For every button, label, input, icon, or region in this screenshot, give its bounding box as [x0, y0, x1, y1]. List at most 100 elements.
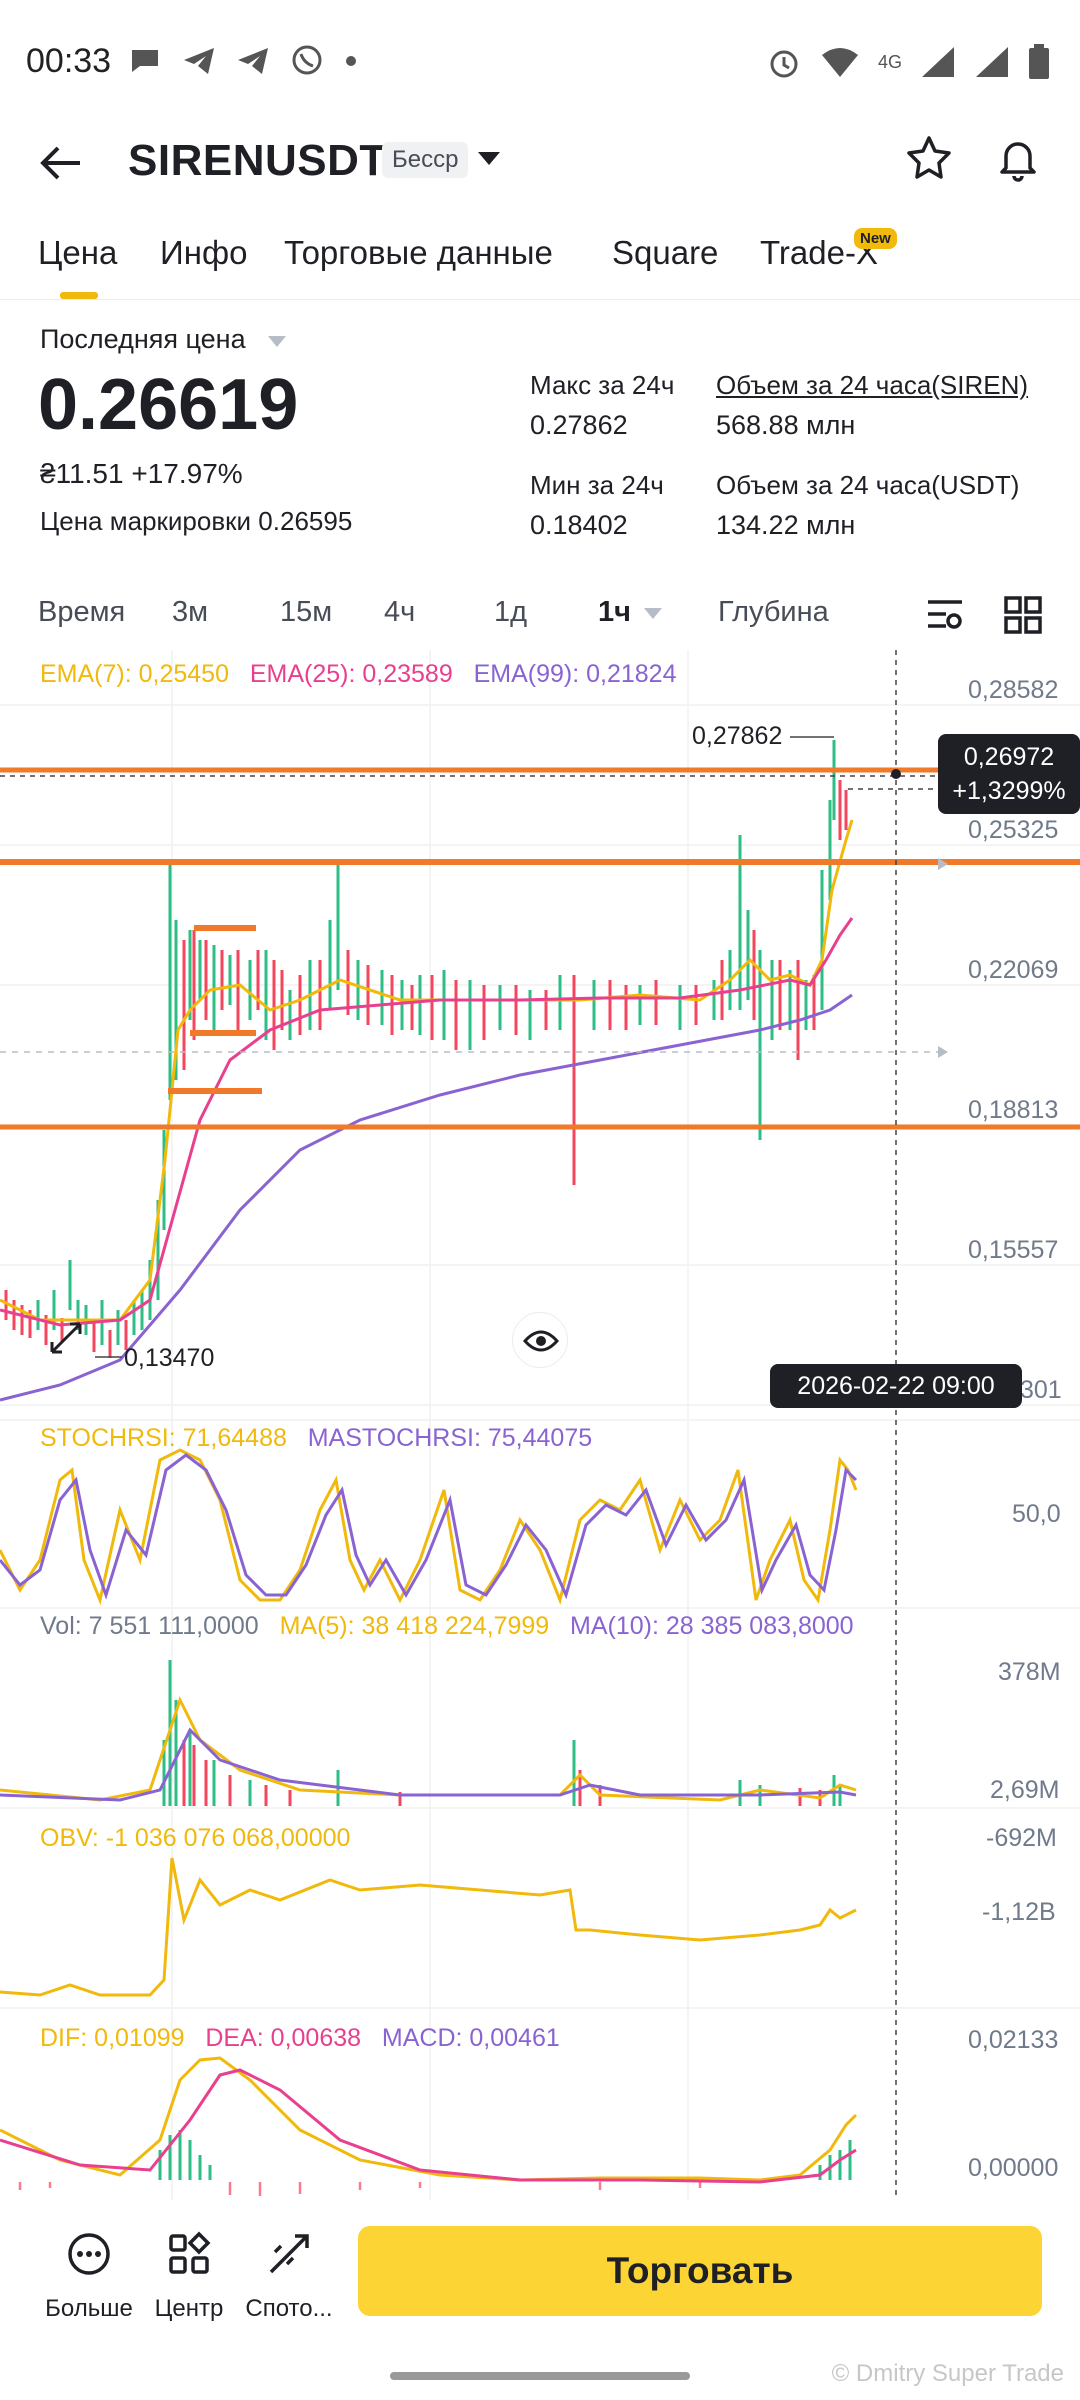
vol-label: Vol: 7 551 111,0000	[40, 1612, 259, 1640]
price-tick: 0,28582	[968, 676, 1059, 704]
mark-price-value: 0.26595	[258, 506, 353, 536]
stoch-legend: STOCHRSI: 71,64488 MASTOCHRSI: 75,44075	[40, 1424, 592, 1453]
signal-icon	[922, 47, 954, 77]
kline-chart[interactable]	[0, 650, 1080, 2200]
spot-button[interactable]: Спото...	[234, 2230, 344, 2323]
interval-caret-icon[interactable]	[644, 608, 662, 619]
drawn-levels[interactable]	[0, 767, 1080, 1130]
macd-legend: DIF: 0,01099 DEA: 0,00638 MACD: 0,00461	[40, 2024, 560, 2053]
tab-square[interactable]: Square	[612, 234, 719, 271]
stochrsi-panel	[0, 1448, 858, 1606]
ema7-label: EMA(7): 0,25450	[40, 660, 229, 688]
back-arrow-icon[interactable]	[36, 138, 86, 188]
vol-tick: 378M	[998, 1658, 1061, 1686]
trade-button[interactable]: Торговать	[358, 2226, 1042, 2316]
price-fiat-change: ₴11.51 +17.97%	[40, 458, 243, 490]
tab-trading-data[interactable]: Торговые данные	[284, 234, 553, 271]
center-button[interactable]: Центр	[134, 2230, 244, 2323]
interval-time[interactable]: Время	[38, 596, 126, 628]
indicator-settings-icon[interactable]	[924, 594, 966, 636]
pair-title[interactable]: SIRENUSDT	[128, 136, 387, 185]
dif-line	[0, 2056, 858, 2182]
interval-1d[interactable]: 1д	[494, 596, 528, 628]
home-indicator[interactable]	[390, 2372, 690, 2380]
visibility-toggle[interactable]	[512, 1312, 568, 1368]
ema99-line	[0, 993, 853, 1402]
telegram-icon	[238, 48, 268, 74]
stochrsi-line	[0, 1448, 858, 1606]
interval-1h-selected[interactable]: 1ч	[598, 596, 631, 628]
notification-bell-icon[interactable]	[994, 134, 1042, 182]
interval-3m[interactable]: 3м	[172, 596, 209, 628]
obv-tick: -1,12B	[982, 1898, 1056, 1926]
ema99-label: EMA(99): 0,21824	[473, 660, 677, 688]
macd-label: MACD: 0,00461	[381, 2024, 560, 2052]
macd-tick: 0,02133	[968, 2026, 1059, 2054]
volume-legend: Vol: 7 551 111,0000 MA(5): 38 418 224,79…	[40, 1612, 854, 1641]
last-price-value: 0.26619	[38, 365, 299, 445]
battery-icon	[1029, 44, 1049, 79]
dot-icon	[346, 56, 356, 66]
price-tick: 0,15557	[968, 1236, 1059, 1264]
macd-tick: 0,00000	[968, 2154, 1059, 2182]
notification-icons	[128, 44, 358, 78]
obv-label: OBV: -1 036 076 068,00000	[40, 1824, 351, 1852]
spot-label: Спото...	[245, 2295, 333, 2322]
telegram-icon	[184, 48, 214, 74]
last-price-caret-icon[interactable]	[268, 336, 286, 347]
dea-line	[0, 2068, 857, 2184]
price-tick: 0,18813	[968, 1096, 1059, 1124]
pair-header: SIRENUSDT Бесср	[0, 120, 1080, 240]
interval-15m[interactable]: 15м	[280, 596, 333, 628]
vol-ma5-label: MA(5): 38 418 224,7999	[279, 1612, 550, 1640]
tab-price[interactable]: Цена	[38, 234, 118, 271]
low-marker: 0,13470	[124, 1344, 215, 1372]
mastochrsi-line	[0, 1453, 858, 1600]
more-dots-icon	[68, 2233, 110, 2275]
obv-line	[0, 1857, 857, 1997]
new-badge: New	[854, 228, 897, 249]
obv-tick: -692M	[986, 1824, 1057, 1852]
bottom-action-bar: Больше Центр Спото... Торговать © Dmitry…	[0, 2200, 1080, 2400]
high-24h-label: Макс за 24ч	[530, 370, 675, 400]
center-label: Центр	[154, 2295, 224, 2322]
status-bar: 00:33 4G	[0, 0, 1080, 120]
mark-price-label: Цена маркировки	[40, 506, 252, 536]
watermark: © Dmitry Super Trade	[831, 2360, 1064, 2387]
spot-trend-icon	[269, 2234, 309, 2274]
tab-info[interactable]: Инфо	[160, 234, 248, 271]
interval-4h[interactable]: 4ч	[384, 596, 416, 628]
last-price-label[interactable]: Последняя цена	[40, 324, 246, 354]
price-tick: 0,25325	[968, 816, 1059, 844]
macd-panel	[0, 2056, 858, 2196]
vol-ma10-line	[0, 1727, 857, 1802]
more-label: Больше	[45, 2295, 133, 2322]
ema-legend: EMA(7): 0,25450 EMA(25): 0,23589 EMA(99)…	[40, 660, 677, 689]
price-change: +17.97%	[131, 458, 243, 489]
fiat-price: ₴11.51	[40, 458, 124, 489]
pair-dropdown-caret-icon[interactable]	[478, 152, 500, 165]
grid-layout-icon[interactable]	[1002, 594, 1044, 636]
tab-bar: Цена Инфо Торговые данные Square Trade-X…	[0, 228, 1080, 300]
low-24h-value: 0.18402	[530, 510, 628, 540]
mark-price: Цена маркировки 0.26595	[40, 506, 352, 537]
favorite-star-icon[interactable]	[905, 134, 953, 182]
dea-label: DEA: 0,00638	[205, 2024, 362, 2052]
wifi-icon	[821, 48, 858, 77]
dif-label: DIF: 0,01099	[40, 2024, 185, 2052]
guide-arrows-icon	[938, 858, 948, 1058]
stoch-tick: 50,0	[1012, 1500, 1061, 1528]
mastochrsi-label: MASTOCHRSI: 75,44075	[307, 1424, 593, 1452]
crosshair-change: +1,3299%	[952, 777, 1066, 805]
system-icons: 4G	[766, 44, 1050, 80]
high-marker: 0,27862	[692, 722, 783, 750]
ema25-line	[0, 917, 854, 1327]
more-button[interactable]: Больше	[34, 2230, 144, 2323]
ema7-line	[0, 819, 854, 1322]
vol-base-label[interactable]: Объем за 24 часа(SIREN)	[716, 370, 1029, 400]
viber-icon	[292, 45, 322, 75]
fullscreen-expand-icon[interactable]	[46, 1318, 86, 1358]
center-grid-icon	[169, 2231, 211, 2274]
interval-depth[interactable]: Глубина	[718, 596, 829, 628]
high-24h-value: 0.27862	[530, 410, 628, 440]
